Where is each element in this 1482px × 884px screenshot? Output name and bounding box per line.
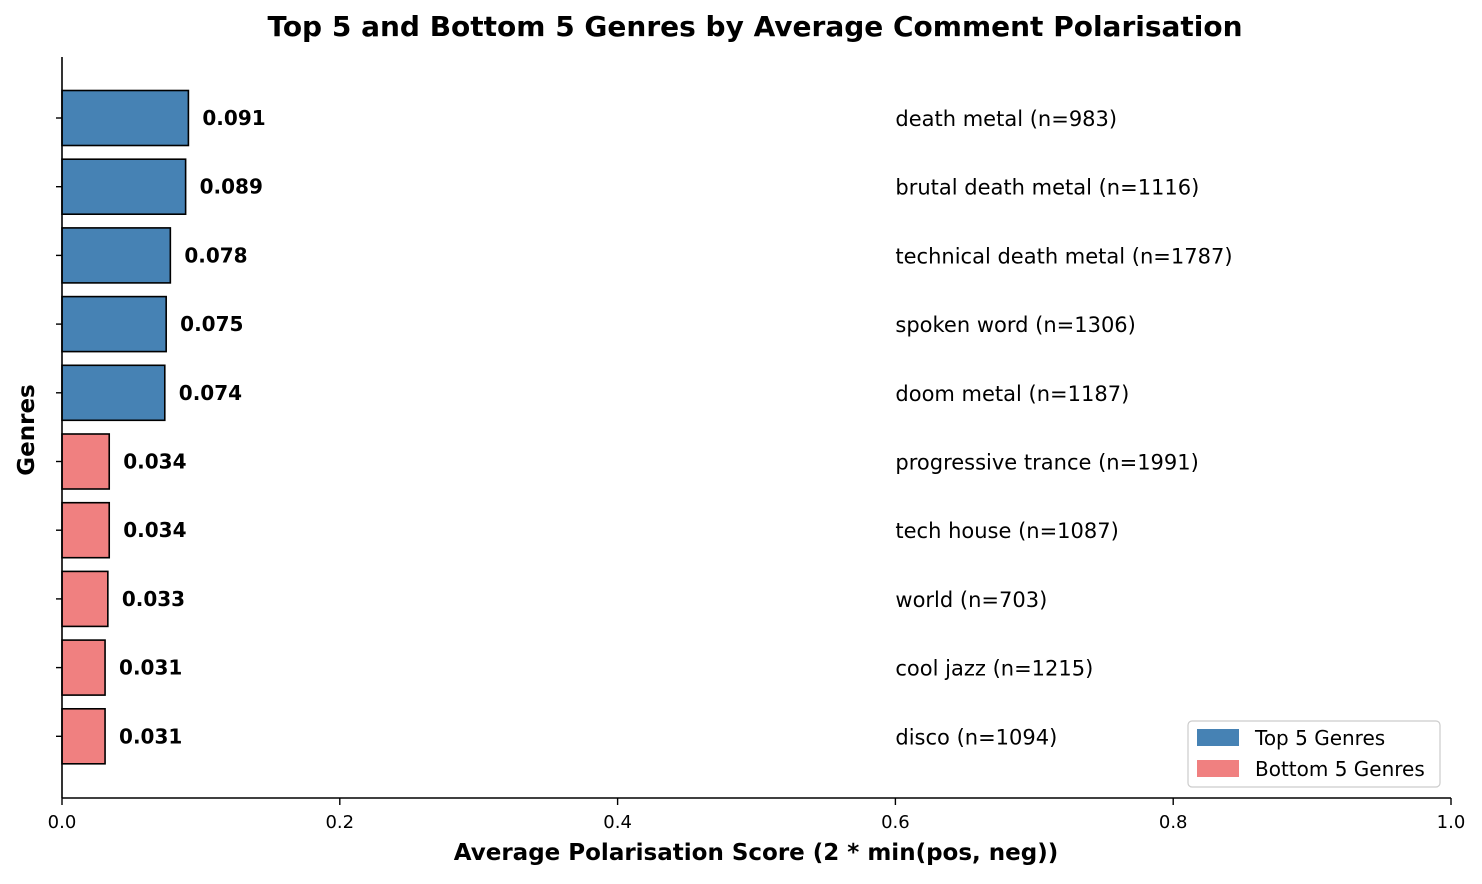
genre-label: disco (n=1094)	[895, 725, 1057, 749]
legend: Top 5 Genres Bottom 5 Genres	[1187, 720, 1441, 788]
bar-top-4	[61, 364, 166, 422]
legend-swatch-bottom	[1197, 760, 1239, 777]
bar-bottom-6	[61, 501, 111, 559]
x-tick-label: 0.0	[48, 812, 77, 833]
x-axis-label: Average Polarisation Score (2 * min(pos,…	[454, 840, 1058, 866]
x-tick-label: 0.2	[325, 812, 354, 833]
bar-top-0	[61, 89, 190, 147]
bar-bottom-5	[61, 433, 111, 490]
bar-top-2	[61, 227, 172, 284]
bars-layer	[61, 89, 190, 765]
genre-label: world (n=703)	[895, 588, 1047, 612]
genre-label: brutal death metal (n=1116)	[895, 176, 1199, 200]
genre-label: spoken word (n=1306)	[895, 313, 1135, 337]
value-labels-layer: 0.091 0.089 0.078 0.075 0.074 0.034 0.034 0.033…	[119, 106, 266, 748]
chart-title: Top 5 and Bottom 5 Genres by Average Com…	[267, 10, 1242, 43]
genre-label: progressive trance (n=1991)	[895, 451, 1198, 475]
x-tick-label: 0.8	[1159, 812, 1188, 833]
legend-label-top: Top 5 Genres	[1254, 726, 1385, 750]
x-tick-label: 0.4	[603, 812, 632, 833]
bar-bottom-9	[61, 707, 106, 765]
x-ticks-layer: 0.0 0.2 0.4 0.6 0.8 1.0	[48, 798, 1466, 833]
value-label: 0.074	[179, 381, 242, 405]
value-label: 0.091	[202, 106, 265, 130]
legend-box	[1187, 720, 1441, 788]
value-label: 0.034	[123, 450, 186, 474]
bar-bottom-7	[61, 570, 109, 628]
x-tick-label: 1.0	[1437, 812, 1466, 833]
value-label: 0.078	[184, 243, 247, 267]
genre-labels-layer: death metal (n=983) brutal death metal (n…	[895, 107, 1232, 749]
genre-label: tech house (n=1087)	[895, 519, 1118, 543]
y-axis-label: Genres	[14, 384, 40, 475]
value-label: 0.031	[119, 724, 182, 748]
genre-label: doom metal (n=1187)	[895, 382, 1129, 406]
bar-top-1	[61, 158, 187, 215]
genre-label: technical death metal (n=1787)	[895, 244, 1232, 268]
y-ticks-layer	[56, 117, 62, 737]
bar-bottom-8	[61, 639, 106, 696]
bar-top-3	[61, 295, 167, 353]
legend-label-bottom: Bottom 5 Genres	[1255, 757, 1425, 781]
genre-label: death metal (n=983)	[895, 107, 1117, 131]
value-label: 0.031	[119, 656, 182, 680]
value-label: 0.033	[122, 587, 185, 611]
genre-label: cool jazz (n=1215)	[895, 657, 1093, 681]
value-label: 0.089	[200, 175, 263, 199]
legend-swatch-top	[1197, 729, 1239, 746]
value-label: 0.034	[123, 518, 186, 542]
value-label: 0.075	[180, 312, 243, 336]
x-tick-label: 0.6	[881, 812, 910, 833]
